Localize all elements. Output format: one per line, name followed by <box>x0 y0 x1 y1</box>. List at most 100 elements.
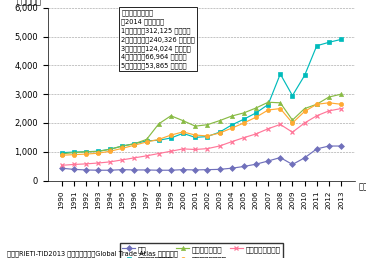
部品（中間財） <box>145 138 149 141</box>
加工品（中間財） <box>96 150 100 153</box>
消費財（最終財） <box>157 152 161 155</box>
加工品（中間財） <box>278 72 283 76</box>
部品（中間財） <box>169 114 173 117</box>
加工品（中間財） <box>266 103 270 106</box>
消費財（最終財） <box>229 140 234 143</box>
素材 <box>181 168 185 171</box>
加工品（中間財） <box>339 38 343 41</box>
素材 <box>339 144 343 148</box>
素材 <box>108 169 112 172</box>
部品（中間財） <box>108 148 112 151</box>
素材 <box>229 167 234 170</box>
素材 <box>145 168 149 172</box>
資本財（最終財） <box>290 122 295 125</box>
資本財（最終財） <box>169 134 173 137</box>
消費財（最終財） <box>181 147 185 150</box>
素材 <box>157 169 161 172</box>
部品（中間財） <box>84 150 88 153</box>
消費財（最終財） <box>254 132 258 135</box>
Line: 資本財（最終財）: 資本財（最終財） <box>59 101 343 157</box>
部品（中間財） <box>314 103 319 106</box>
資本財（最終財） <box>242 122 246 125</box>
素材 <box>278 156 283 159</box>
消費財（最終財） <box>327 109 331 112</box>
素材 <box>327 144 331 148</box>
資本財（最終財） <box>71 153 76 156</box>
資本財（最終財） <box>254 116 258 119</box>
加工品（中間財） <box>169 136 173 140</box>
加工品（中間財） <box>120 144 124 148</box>
加工品（中間財） <box>84 150 88 153</box>
消費財（最終財） <box>266 127 270 130</box>
部品（中間財） <box>242 111 246 115</box>
加工品（中間財） <box>193 136 197 139</box>
資本財（最終財） <box>84 152 88 156</box>
部品（中間財） <box>327 95 331 99</box>
消費財（最終財） <box>120 158 124 162</box>
部品（中間財） <box>205 123 210 126</box>
素材 <box>169 169 173 172</box>
部品（中間財） <box>193 125 197 128</box>
資本財（最終財） <box>59 154 64 157</box>
資本財（最終財） <box>205 134 210 138</box>
加工品（中間財） <box>314 44 319 47</box>
部品（中間財） <box>266 101 270 104</box>
消費財（最終財） <box>217 144 222 148</box>
Line: 加工品（中間財）: 加工品（中間財） <box>59 37 343 155</box>
Line: 部品（中間財）: 部品（中間財） <box>59 92 343 156</box>
素材 <box>120 168 124 171</box>
部品（中間財） <box>278 101 283 104</box>
Text: （年）: （年） <box>358 182 366 191</box>
消費財（最終財） <box>242 136 246 139</box>
資本財（最終財） <box>108 150 112 153</box>
素材 <box>84 168 88 172</box>
消費財（最終財） <box>290 131 295 134</box>
資本財（最終財） <box>217 132 222 135</box>
消費財（最終財） <box>302 122 307 125</box>
加工品（中間財） <box>145 139 149 142</box>
部品（中間財） <box>229 115 234 118</box>
部品（中間財） <box>71 151 76 154</box>
部品（中間財） <box>132 142 137 145</box>
資本財（最終財） <box>229 127 234 130</box>
資本財（最終財） <box>278 107 283 110</box>
加工品（中間財） <box>132 142 137 145</box>
Text: 米国の主要輸出国
（2014 年輸出額）
1．カナダ（312,125 億ドル）
2．メキシコ（240,326 億ドル）
3．中国　（124,024 億ドル）
4: 米国の主要輸出国 （2014 年輸出額） 1．カナダ（312,125 億ドル） … <box>122 10 195 69</box>
加工品（中間財） <box>302 74 307 77</box>
素材 <box>290 163 295 166</box>
加工品（中間財） <box>327 41 331 44</box>
素材 <box>205 168 210 171</box>
消費財（最終財） <box>193 148 197 151</box>
素材 <box>71 168 76 171</box>
素材 <box>59 167 64 170</box>
消費財（最終財） <box>339 107 343 110</box>
資本財（最終財） <box>302 110 307 113</box>
消費財（最終財） <box>108 160 112 163</box>
消費財（最終財） <box>314 114 319 117</box>
資本財（最終財） <box>266 108 270 111</box>
加工品（中間財） <box>157 139 161 142</box>
資本財（最終財） <box>193 134 197 137</box>
資本財（最終財） <box>327 101 331 104</box>
資本財（最終財） <box>132 144 137 147</box>
資本財（最終財） <box>120 147 124 150</box>
加工品（中間財） <box>108 148 112 151</box>
加工品（中間財） <box>254 111 258 115</box>
加工品（中間財） <box>71 150 76 154</box>
素材 <box>193 168 197 172</box>
消費財（最終財） <box>145 154 149 157</box>
資本財（最終財） <box>157 138 161 141</box>
加工品（中間財） <box>181 132 185 135</box>
部品（中間財） <box>96 150 100 153</box>
素材 <box>132 168 137 172</box>
部品（中間財） <box>157 122 161 125</box>
消費財（最終財） <box>71 163 76 166</box>
資本財（最終財） <box>96 152 100 155</box>
加工品（中間財） <box>59 151 64 154</box>
消費財（最終財） <box>278 123 283 126</box>
部品（中間財） <box>120 144 124 148</box>
素材 <box>266 159 270 163</box>
消費財（最終財） <box>132 156 137 159</box>
資本財（最終財） <box>314 103 319 106</box>
部品（中間財） <box>339 93 343 96</box>
